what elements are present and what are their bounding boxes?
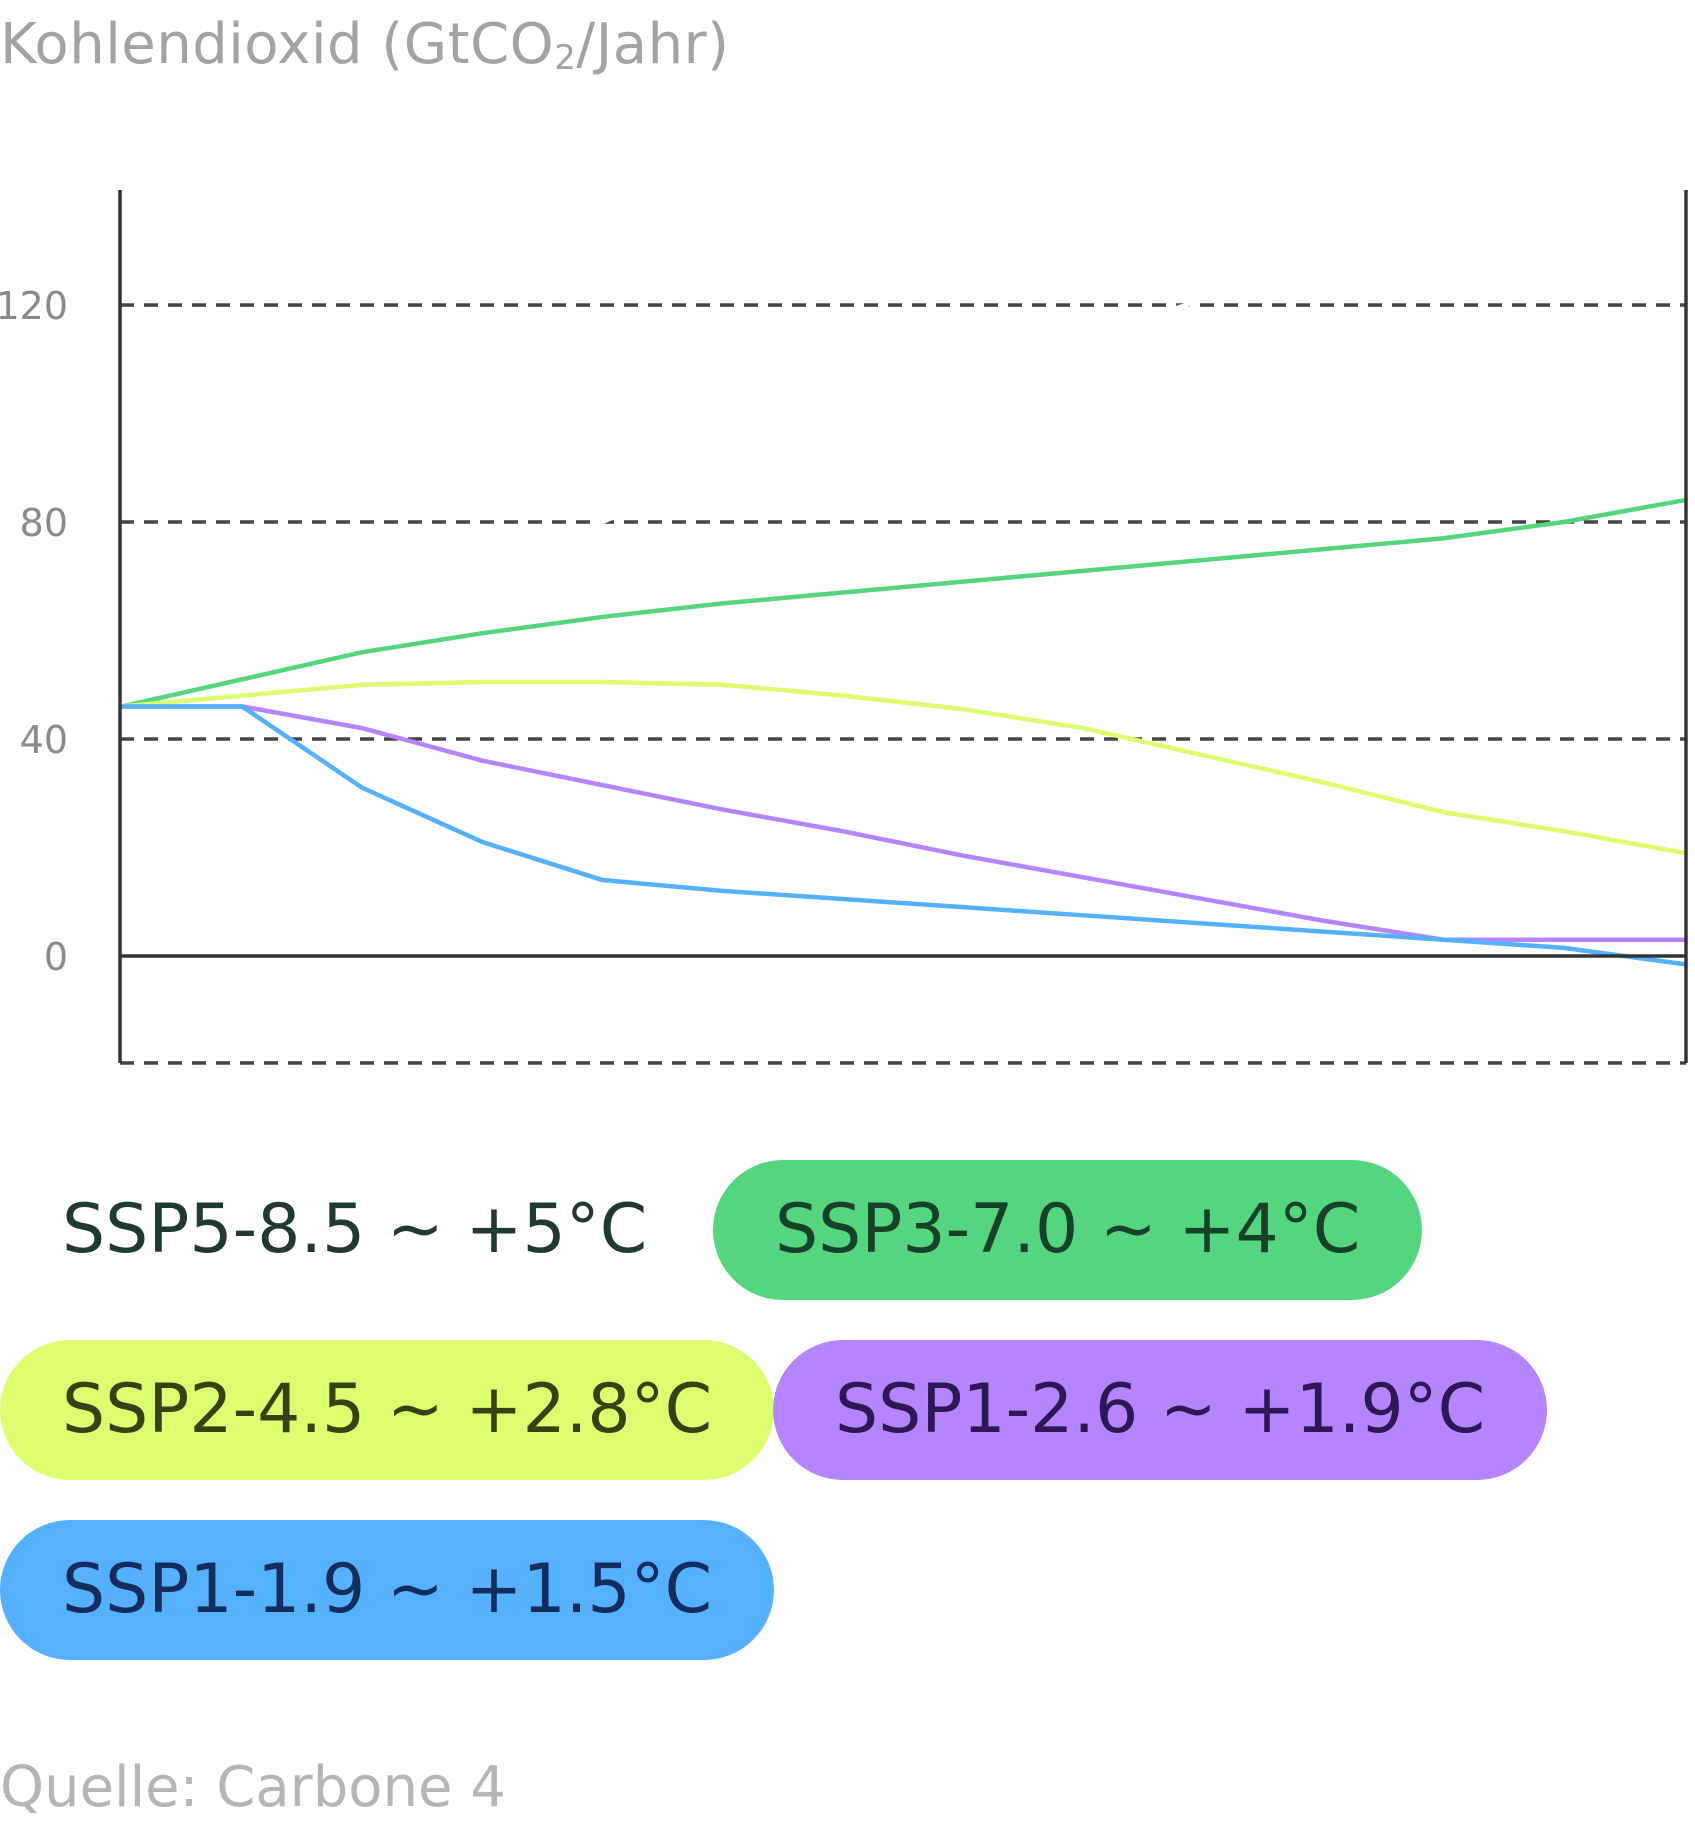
series-line-1 bbox=[119, 498, 1687, 709]
y-tick-label-120: 120 bbox=[0, 284, 68, 328]
legend-label: SSP5-8.5 ~ +5°C bbox=[62, 1190, 648, 1269]
legend-ssp126: SSP1-2.6 ~ +1.9°C bbox=[773, 1340, 1548, 1480]
y-tick-labels: 0 40 80 120 bbox=[0, 284, 68, 979]
legend-ssp585: SSP5-8.5 ~ +5°C bbox=[0, 1160, 709, 1300]
legend-ssp370: SSP3-7.0 ~ +4°C bbox=[713, 1160, 1423, 1300]
series-line-2 bbox=[119, 679, 1687, 856]
legend-ssp245: SSP2-4.5 ~ +2.8°C bbox=[0, 1340, 775, 1480]
legend-ssp119: SSP1-1.9 ~ +1.5°C bbox=[0, 1520, 775, 1660]
legend-label: SSP1-1.9 ~ +1.5°C bbox=[62, 1550, 713, 1629]
series-lines bbox=[119, 199, 1687, 967]
y-tick-label-80: 80 bbox=[20, 501, 68, 545]
y-tick-label-0: 0 bbox=[44, 935, 68, 979]
axes bbox=[118, 190, 1688, 1063]
series-line-0 bbox=[119, 199, 1687, 709]
source-note: Quelle: Carbone 4 bbox=[0, 1755, 506, 1820]
series-line-4 bbox=[119, 704, 1687, 967]
legend-label: SSP2-4.5 ~ +2.8°C bbox=[62, 1370, 713, 1449]
grid-lines bbox=[120, 303, 1686, 1065]
legend-label: SSP1-2.6 ~ +1.9°C bbox=[835, 1370, 1486, 1449]
legend-label: SSP3-7.0 ~ +4°C bbox=[775, 1190, 1361, 1269]
chart-area: 0 40 80 120 bbox=[0, 190, 1688, 1065]
y-tick-label-40: 40 bbox=[20, 718, 68, 762]
chart-title: Kohlendioxid (GtCO2/Jahr) bbox=[0, 12, 730, 78]
